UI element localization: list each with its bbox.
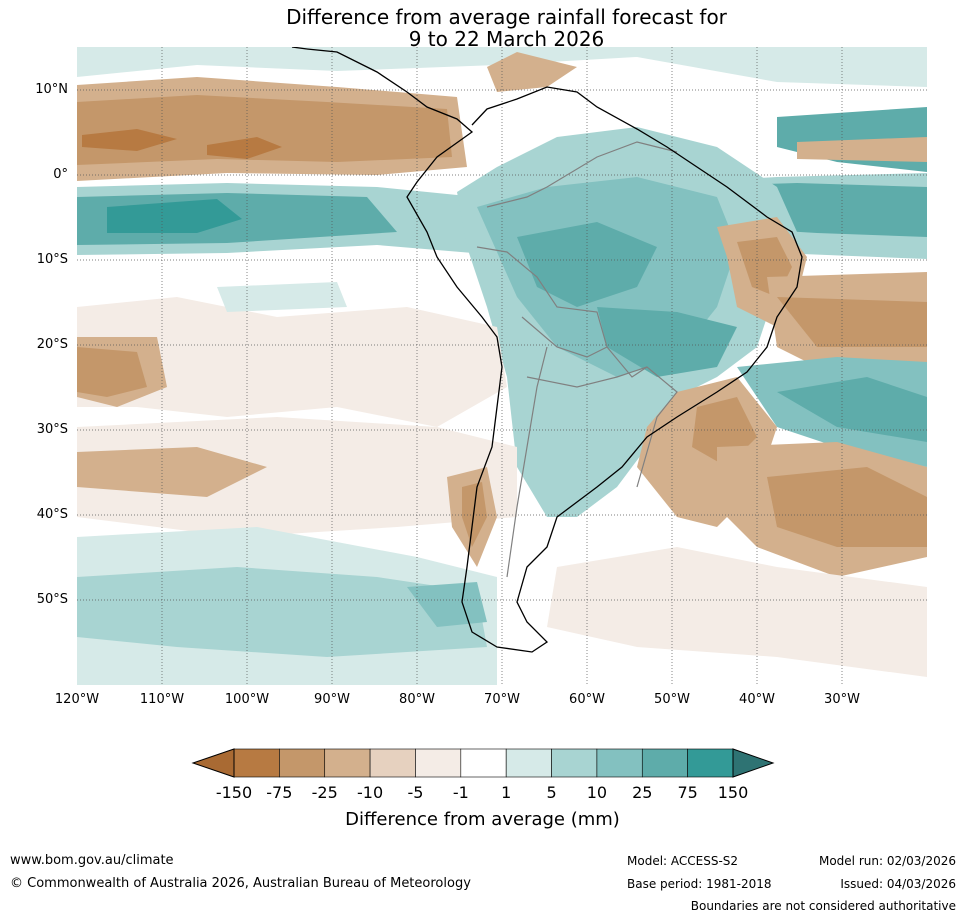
colorbar-segment	[369, 748, 416, 778]
pacific-dry-band	[77, 95, 452, 165]
south-pacific-wet-patch-1	[217, 282, 347, 312]
lon-label-40w: 40°W	[739, 692, 775, 707]
colorbar-segment	[460, 748, 507, 778]
south-atlantic-dry-2-core	[767, 467, 927, 547]
caribbean-dry	[487, 52, 577, 92]
colorbar-segment	[233, 748, 280, 778]
colorbar-tick-label: -75	[266, 783, 293, 802]
colorbar-label: Difference from average (mm)	[345, 809, 620, 830]
colorbar-segment	[596, 748, 643, 778]
north-wet-band	[77, 47, 927, 87]
colorbar-arrow-high	[732, 748, 775, 778]
colorbar-tick-label: 75	[677, 783, 698, 802]
lon-label-110w: 110°W	[139, 692, 185, 707]
colorbar-tick-label: 10	[586, 783, 608, 802]
colorbar-tick-label: 1	[501, 783, 512, 802]
north-atlantic-dry-strip	[797, 137, 927, 162]
lon-label-80w: 80°W	[399, 692, 435, 707]
lon-label-70w: 70°W	[484, 692, 520, 707]
lat-label-10n: 10°N	[35, 82, 68, 97]
amazon-wet-core	[517, 222, 657, 307]
lon-label-100w: 100°W	[224, 692, 270, 707]
footer-model: Model: ACCESS-S2	[627, 854, 739, 868]
central-brazil-wet	[597, 307, 737, 377]
lat-label-50s: 50°S	[36, 592, 68, 607]
south-pacific-dry-west-core	[77, 347, 147, 397]
footer-copyright: © Commonwealth of Australia 2026, Austra…	[10, 876, 471, 891]
footer-website[interactable]: www.bom.gov.au/climate	[10, 853, 174, 868]
footer-issued: Issued: 04/03/2026	[840, 877, 956, 891]
lat-label-20s: 20°S	[36, 337, 68, 352]
footer-base-period: Base period: 1981-2018	[627, 877, 772, 891]
coastline	[291, 47, 803, 653]
colorbar-tick-label: -5	[407, 783, 424, 802]
colorbar-tick-label: -10	[357, 783, 384, 802]
lat-label-30s: 30°S	[36, 422, 68, 437]
colorbar-segment	[641, 748, 688, 778]
chile-dry-core	[462, 482, 487, 547]
colorbar-segment	[551, 748, 598, 778]
colorbar-segment	[505, 748, 552, 778]
map-title-line1: Difference from average rainfall forecas…	[286, 5, 727, 29]
lon-label-120w: 120°W	[54, 692, 100, 707]
pacific-dry-core-2	[207, 137, 282, 159]
south-atlantic-wet-core	[777, 377, 927, 442]
colorbar-tick-label: 25	[632, 783, 653, 802]
southern-atlantic-slight-dry	[547, 547, 927, 677]
lon-label-90w: 90°W	[314, 692, 350, 707]
anomaly-fields	[77, 47, 927, 685]
lon-label-50w: 50°W	[654, 692, 690, 707]
southern-ocean-wet-core	[77, 567, 487, 657]
lon-label-60w: 60°W	[569, 692, 605, 707]
lat-label-40s: 40°S	[36, 507, 68, 522]
colorbar-segment	[687, 748, 734, 778]
colorbar-tick-label: 150	[717, 783, 749, 802]
colorbar-segment	[279, 748, 326, 778]
south-pacific-slight-dry-2	[77, 417, 517, 537]
south-pacific-dry-2	[77, 447, 267, 497]
footer-model-run: Model run: 02/03/2026	[818, 854, 956, 868]
colorbar-arrow-low	[191, 748, 235, 778]
pacific-dry-core-1	[82, 129, 177, 151]
colorbar-tick-label: -150	[215, 783, 253, 802]
country-borders	[476, 141, 678, 578]
south-atlantic-dry-1-core	[777, 297, 927, 347]
colorbar-segment	[324, 748, 371, 778]
south-pacific-slight-dry	[77, 297, 507, 427]
footer-disclaimer: Boundaries are not considered authoritat…	[690, 899, 956, 913]
colorbar-tick-label: 5	[546, 783, 557, 802]
colorbar	[191, 748, 775, 778]
lon-label-30w: 30°W	[824, 692, 860, 707]
colorbar-tick-label: -1	[452, 783, 469, 802]
equatorial-wet-maximum	[107, 199, 242, 233]
lat-label-0: 0°	[53, 167, 68, 182]
lat-label-10s: 10°S	[36, 252, 68, 267]
colorbar-segment	[415, 748, 462, 778]
rainfall-anomaly-map	[77, 47, 927, 685]
colorbar-tick-label: -25	[311, 783, 338, 802]
